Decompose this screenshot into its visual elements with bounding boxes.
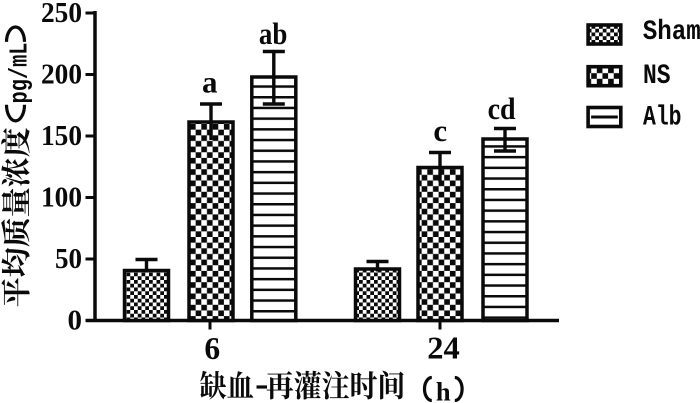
svg-text:h: h [436, 376, 451, 403]
svg-text:100: 100 [41, 182, 82, 214]
svg-text:24: 24 [427, 331, 460, 366]
svg-text:Sham: Sham [643, 17, 700, 48]
svg-text:200: 200 [41, 59, 82, 91]
svg-text:6: 6 [204, 331, 220, 366]
svg-text:NS: NS [643, 61, 671, 92]
svg-text:250: 250 [41, 0, 82, 29]
svg-text:c: c [433, 113, 447, 148]
svg-text:150: 150 [41, 120, 82, 152]
svg-text:a: a [202, 64, 218, 99]
svg-text:ab: ab [259, 16, 288, 51]
svg-text:pg/mL: pg/mL [5, 43, 35, 104]
svg-text:50: 50 [55, 243, 82, 275]
svg-text:Alb: Alb [643, 103, 682, 134]
svg-text:0: 0 [68, 305, 83, 337]
svg-text:cd: cd [488, 91, 516, 126]
